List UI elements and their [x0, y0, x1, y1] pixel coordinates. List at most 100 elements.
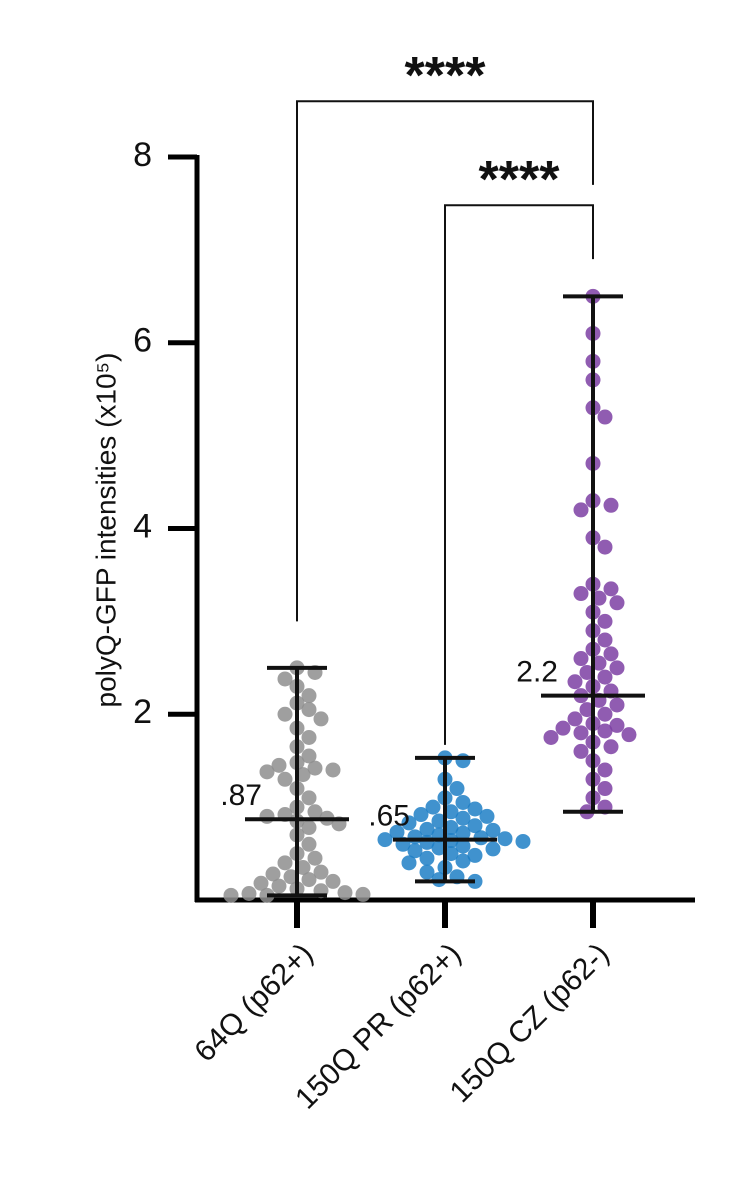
data-point	[443, 846, 459, 862]
data-point	[277, 855, 293, 871]
data-point	[259, 764, 275, 780]
data-point	[579, 664, 595, 680]
median-label: 2.2	[516, 656, 558, 689]
significance-bracket	[444, 204, 594, 745]
data-point	[597, 613, 613, 629]
data-point	[567, 711, 583, 727]
data-point	[413, 807, 429, 823]
data-point	[301, 688, 317, 704]
data-point	[597, 706, 613, 722]
data-point	[419, 821, 435, 837]
data-point	[419, 850, 435, 866]
data-point	[543, 729, 559, 745]
significance-label: ****	[479, 151, 561, 209]
data-point	[567, 674, 583, 690]
data-point	[307, 760, 323, 776]
data-point	[603, 646, 619, 662]
data-point	[467, 801, 483, 817]
data-point	[443, 804, 459, 820]
data-point	[591, 655, 607, 671]
data-point	[597, 539, 613, 555]
data-point	[603, 581, 619, 597]
data-point	[573, 586, 589, 602]
data-point	[455, 794, 471, 810]
data-point	[555, 720, 571, 736]
data-point	[301, 820, 317, 836]
data-point	[307, 804, 323, 820]
y-tick-label: 4	[133, 507, 152, 545]
data-point	[295, 767, 311, 783]
data-point	[307, 850, 323, 866]
data-point	[301, 702, 317, 718]
data-point	[325, 762, 341, 778]
data-point	[301, 872, 317, 888]
data-point	[573, 743, 589, 759]
data-point	[301, 836, 317, 852]
y-tick-label: 8	[133, 136, 152, 174]
data-point	[455, 838, 471, 854]
data-point	[295, 859, 311, 875]
data-point	[283, 869, 299, 885]
data-point	[597, 409, 613, 425]
data-point	[277, 771, 293, 787]
data-point	[301, 729, 317, 745]
data-point	[431, 840, 447, 856]
median-label: .87	[220, 779, 262, 812]
data-point	[401, 815, 417, 831]
data-point	[467, 818, 483, 834]
data-point	[449, 781, 465, 797]
data-point	[609, 697, 625, 713]
y-axis-label: polyQ-GFP intensities (x10⁵)	[90, 353, 121, 708]
data-point	[277, 706, 293, 722]
data-point	[597, 632, 613, 648]
data-point	[313, 864, 329, 880]
data-point	[455, 753, 471, 769]
data-point	[431, 813, 447, 829]
data-point	[597, 723, 613, 739]
data-point	[609, 660, 625, 676]
data-point	[271, 878, 287, 894]
data-point	[573, 725, 589, 741]
x-tick-label: 150Q CZ (p62-)	[444, 937, 616, 1109]
y-tick-label: 6	[133, 322, 152, 360]
data-point	[301, 748, 317, 764]
data-point	[597, 781, 613, 797]
data-point	[455, 853, 471, 869]
median-label: .65	[368, 800, 410, 833]
data-point	[609, 595, 625, 611]
data-point	[603, 497, 619, 513]
data-point	[301, 790, 317, 806]
data-point	[241, 885, 257, 901]
data-point	[443, 820, 459, 836]
y-tick-label: 2	[133, 693, 152, 731]
data-point	[277, 671, 293, 687]
x-tick-label: 64Q (p62+)	[188, 937, 319, 1068]
data-point	[265, 866, 281, 882]
data-point	[579, 702, 595, 718]
data-point	[355, 886, 371, 902]
data-point	[253, 875, 269, 891]
data-point	[603, 739, 619, 755]
data-point	[401, 855, 417, 871]
data-point	[609, 717, 625, 733]
data-point	[597, 762, 613, 778]
data-point	[223, 887, 239, 903]
data-point	[515, 833, 531, 849]
data-point	[485, 841, 501, 857]
data-point	[497, 831, 513, 847]
data-point	[573, 651, 589, 667]
data-point	[479, 808, 495, 824]
data-point	[485, 822, 501, 838]
data-point	[337, 885, 353, 901]
data-point	[419, 864, 435, 880]
data-point	[425, 799, 441, 815]
data-point	[455, 825, 471, 841]
data-point	[325, 873, 341, 889]
data-point	[389, 824, 405, 840]
data-point	[313, 711, 329, 727]
significance-label: ****	[405, 47, 487, 105]
significance-bracket	[296, 100, 594, 622]
data-point	[621, 727, 637, 743]
data-point	[597, 669, 613, 685]
